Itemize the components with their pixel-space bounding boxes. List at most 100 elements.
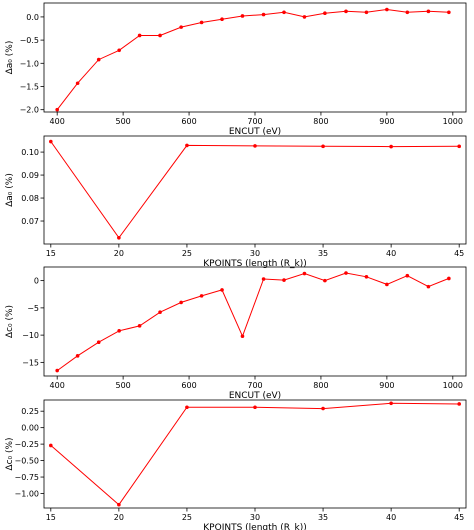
data-point <box>185 405 189 410</box>
y-axis-label: Δc₀ (%) <box>5 437 15 470</box>
y-tick-label: 0.00 <box>21 424 39 433</box>
data-point <box>321 406 325 411</box>
data-point <box>220 288 224 292</box>
x-tick-label: 900 <box>379 117 394 126</box>
data-point <box>344 9 348 14</box>
x-tick-label: 600 <box>181 381 196 390</box>
data-point <box>364 10 369 15</box>
data-point <box>185 143 189 148</box>
data-point <box>364 275 369 279</box>
data-point <box>55 107 59 112</box>
y-tick-label: −1.5 <box>20 82 39 91</box>
data-point <box>49 139 53 144</box>
data-point <box>220 17 224 22</box>
series-line <box>50 402 460 506</box>
data-point <box>426 284 431 289</box>
data-point <box>117 328 121 333</box>
x-tick-label: 700 <box>247 381 262 390</box>
data-point <box>323 11 327 16</box>
x-tick-label: 500 <box>115 381 130 390</box>
y-tick-label: −0.75 <box>14 473 39 482</box>
y-tick-label: −0.25 <box>14 440 39 449</box>
data-point <box>96 57 101 62</box>
x-tick-label: 20 <box>114 249 124 258</box>
data-point <box>75 354 80 358</box>
data-point <box>385 7 389 12</box>
x-axis-label: KPOINTS (length (R_k)) <box>203 523 306 530</box>
x-tick-label: 800 <box>313 381 328 390</box>
x-axis-label: KPOINTS (length (R_k)) <box>203 259 306 269</box>
y-tick-label: −10 <box>22 331 39 340</box>
x-tick-label: 25 <box>182 249 192 258</box>
data-point <box>385 282 389 287</box>
plot-frame <box>43 266 467 377</box>
data-point <box>117 48 121 53</box>
x-tick-label: 400 <box>50 117 65 126</box>
data-point <box>253 144 257 148</box>
data-point <box>282 10 286 15</box>
data-point <box>179 300 183 305</box>
data-point <box>96 340 101 345</box>
data-point <box>405 10 410 15</box>
x-tick-label: 800 <box>313 117 328 126</box>
data-point <box>117 502 121 507</box>
plot-frame <box>43 2 467 113</box>
y-tick-label: 0.0 <box>26 13 39 22</box>
x-tick-label: 35 <box>318 513 328 522</box>
subplot-2: 15 20 25 30 35 40 45 0.07 0.08 0.09 0.10 KPOINTS (l… <box>5 135 467 269</box>
data-point <box>457 402 461 406</box>
data-point <box>389 401 393 406</box>
x-tick-label: 40 <box>386 249 396 258</box>
x-tick-label: 1000 <box>443 117 463 126</box>
y-tick-label: −5 <box>27 304 39 313</box>
x-tick-label: 45 <box>454 249 464 258</box>
data-point <box>240 14 245 18</box>
x-tick-label: 30 <box>250 513 260 522</box>
data-point <box>55 368 59 373</box>
y-tick-label: −0.50 <box>14 457 39 466</box>
data-point <box>158 310 162 315</box>
data-point <box>137 33 142 38</box>
data-point <box>344 271 348 275</box>
data-point <box>302 271 307 276</box>
x-tick-label: 20 <box>114 513 124 522</box>
y-tick-label: 0 <box>34 277 39 286</box>
x-tick-label: 600 <box>181 117 196 126</box>
x-tick-label: 15 <box>46 249 56 258</box>
x-tick-label: 30 <box>250 249 260 258</box>
data-point <box>179 25 183 29</box>
series-line <box>56 272 450 372</box>
data-point <box>117 235 121 240</box>
x-tick-label: 700 <box>247 117 262 126</box>
y-tick-label: −0.5 <box>20 36 39 45</box>
y-tick-label: −15 <box>22 358 39 367</box>
x-tick-label: 40 <box>386 513 396 522</box>
data-point <box>282 278 286 282</box>
subplot-3: 400 500 600 700 800 900 1000 −15 −10 −5 0 ENCUT (eV… <box>5 266 467 401</box>
data-point <box>199 20 204 25</box>
data-point <box>447 276 451 281</box>
x-tick-label: 1000 <box>443 381 463 390</box>
x-tick-label: 35 <box>318 249 328 258</box>
data-point <box>158 33 162 38</box>
x-axis-label: ENCUT (eV) <box>229 127 281 137</box>
data-point <box>321 144 325 149</box>
plot-frame <box>43 399 467 509</box>
y-axis-label: Δa₀ (%) <box>5 173 15 207</box>
data-point <box>405 273 410 278</box>
data-point <box>49 443 53 448</box>
data-point <box>457 144 461 149</box>
data-point <box>199 294 204 298</box>
series-line <box>56 8 449 111</box>
data-point <box>75 81 80 86</box>
y-tick-label: −2.0 <box>20 106 39 115</box>
y-axis-label: Δc₀ (%) <box>5 305 15 338</box>
x-tick-label: 45 <box>454 513 464 522</box>
x-tick-label: 25 <box>182 513 192 522</box>
data-point <box>240 334 245 339</box>
x-tick-label: 400 <box>50 381 65 390</box>
x-axis-label: ENCUT (eV) <box>229 391 281 401</box>
y-tick-label: 0.25 <box>21 407 39 416</box>
data-point <box>323 278 327 283</box>
y-axis-label: Δa₀ (%) <box>5 41 15 75</box>
